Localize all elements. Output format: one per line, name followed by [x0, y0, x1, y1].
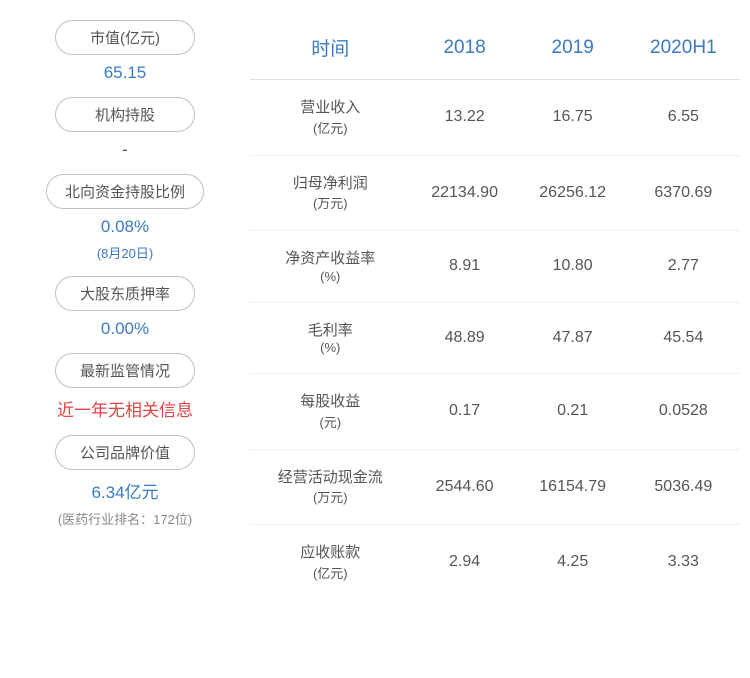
- table-row: 经营活动现金流(万元)2544.6016154.795036.49: [250, 449, 740, 525]
- info-card-1: 机构持股 -: [20, 97, 230, 160]
- value-cell: 45.54: [627, 302, 740, 374]
- info-card-2: 北向资金持股比例 0.08% (8月20日): [20, 174, 230, 262]
- metric-cell: 营业收入 (亿元): [250, 80, 411, 156]
- table-row: 净资产收益率 (%) 8.9110.802.77: [250, 231, 740, 303]
- table-header-3: 2020H1: [627, 20, 740, 80]
- info-card-label: 北向资金持股比例: [46, 174, 204, 209]
- value-cell: 16154.79: [519, 449, 627, 525]
- value-cell: 8.91: [411, 231, 519, 303]
- value-cell: 4.25: [519, 525, 627, 600]
- metric-cell: 净资产收益率 (%): [250, 231, 411, 303]
- metric-name: 归母净利润: [293, 175, 368, 192]
- metric-name: 应收账款: [300, 544, 360, 561]
- info-card-label: 公司品牌价值: [55, 435, 195, 470]
- value-cell: 22134.90: [411, 155, 519, 231]
- table-header-2: 2019: [519, 20, 627, 80]
- info-card-value: 6.34亿元: [91, 478, 158, 503]
- value-cell: 5036.49: [627, 449, 740, 525]
- info-card-0: 市值(亿元) 65.15: [20, 20, 230, 83]
- info-card-subvalue: (8月20日): [97, 243, 153, 262]
- info-card-label: 大股东质押率: [55, 276, 195, 311]
- metric-name: 净资产收益率: [285, 250, 375, 267]
- value-cell: 2.94: [411, 525, 519, 600]
- metric-unit: (万元): [256, 487, 405, 506]
- financial-table: 时间201820192020H1 营业收入 (亿元) 13.2216.756.55 归…: [250, 20, 740, 600]
- table-row: 应收账款 (亿元) 2.944.253.33: [250, 525, 740, 600]
- value-cell: 47.87: [519, 302, 627, 374]
- value-cell: 0.0528: [627, 374, 740, 450]
- value-cell: 6.55: [627, 80, 740, 156]
- metric-name: 每股收益: [300, 393, 360, 410]
- table-header-0: 时间: [250, 20, 411, 80]
- metric-unit: (万元): [256, 193, 405, 212]
- info-card-subvalue: (医药行业排名：172位): [58, 509, 192, 528]
- info-card-3: 大股东质押率 0.00%: [20, 276, 230, 339]
- financial-table-panel: 时间201820192020H1 营业收入 (亿元) 13.2216.756.55 归…: [250, 20, 740, 658]
- table-header-1: 2018: [411, 20, 519, 80]
- value-cell: 10.80: [519, 231, 627, 303]
- metric-name: 营业收入: [300, 99, 360, 116]
- value-cell: 26256.12: [519, 155, 627, 231]
- table-row: 归母净利润(万元)22134.9026256.126370.69: [250, 155, 740, 231]
- info-card-value: 近一年无相关信息: [57, 396, 193, 421]
- value-cell: 0.21: [519, 374, 627, 450]
- table-row: 毛利率(%)48.8947.8745.54: [250, 302, 740, 374]
- metric-cell: 毛利率(%): [250, 302, 411, 374]
- metric-name: 毛利率: [308, 322, 353, 339]
- value-cell: 2544.60: [411, 449, 519, 525]
- table-row: 每股收益 (元) 0.170.210.0528: [250, 374, 740, 450]
- value-cell: 16.75: [519, 80, 627, 156]
- info-card-value: -: [122, 140, 128, 160]
- info-card-label: 最新监管情况: [55, 353, 195, 388]
- metric-unit: (%): [256, 340, 405, 355]
- metric-name: 经营活动现金流: [278, 469, 383, 486]
- info-card-panel: 市值(亿元) 65.15 机构持股 - 北向资金持股比例 0.08% (8月20日) 大股东质…: [20, 20, 250, 658]
- table-row: 营业收入 (亿元) 13.2216.756.55: [250, 80, 740, 156]
- metric-unit: (亿元): [256, 563, 405, 582]
- value-cell: 2.77: [627, 231, 740, 303]
- value-cell: 3.33: [627, 525, 740, 600]
- info-card-label: 市值(亿元): [55, 20, 195, 55]
- metric-unit: (亿元): [256, 118, 405, 137]
- metric-cell: 归母净利润(万元): [250, 155, 411, 231]
- info-card-value: 65.15: [104, 63, 147, 83]
- info-card-value: 0.00%: [101, 319, 149, 339]
- value-cell: 0.17: [411, 374, 519, 450]
- metric-unit: (元): [256, 412, 405, 431]
- info-card-value: 0.08%: [101, 217, 149, 237]
- value-cell: 6370.69: [627, 155, 740, 231]
- value-cell: 48.89: [411, 302, 519, 374]
- metric-unit: (%): [256, 269, 405, 284]
- info-card-label: 机构持股: [55, 97, 195, 132]
- info-card-5: 公司品牌价值 6.34亿元 (医药行业排名：172位): [20, 435, 230, 528]
- info-card-4: 最新监管情况近一年无相关信息: [20, 353, 230, 421]
- metric-cell: 经营活动现金流(万元): [250, 449, 411, 525]
- metric-cell: 应收账款 (亿元): [250, 525, 411, 600]
- value-cell: 13.22: [411, 80, 519, 156]
- metric-cell: 每股收益 (元): [250, 374, 411, 450]
